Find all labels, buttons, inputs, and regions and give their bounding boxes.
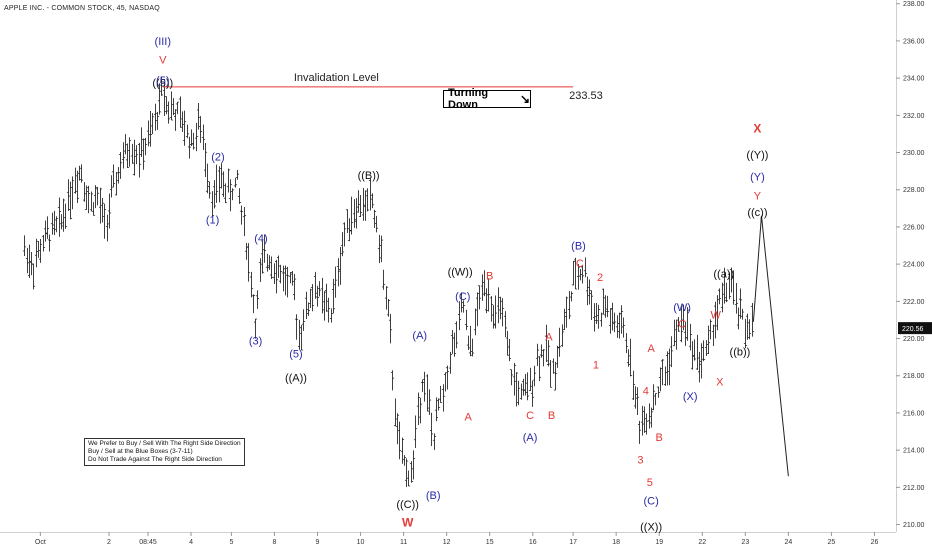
y-tick-label: 222.00 (903, 299, 925, 306)
x-tick-label: 17 (569, 539, 577, 546)
x-tick-label: 25 (828, 539, 836, 546)
wave-label: ((B)) (358, 170, 380, 182)
wave-label: (Y) (750, 172, 765, 184)
wave-label: ((c)) (747, 207, 767, 219)
y-tick-label: 232.00 (903, 113, 925, 120)
overlay-lines: Invalidation Level 233.53 (162, 72, 789, 477)
wave-label: (2) (211, 151, 224, 163)
x-tick-label: 18 (612, 539, 620, 546)
trading-note: We Prefer to Buy / Sell With The Right S… (84, 438, 245, 466)
note-line: We Prefer to Buy / Sell With The Right S… (88, 440, 241, 447)
y-tick-label: 234.00 (903, 76, 925, 83)
x-tick-label: 10 (357, 539, 365, 546)
wave-label: (C) (455, 291, 470, 303)
y-tick-label: 226.00 (903, 224, 925, 231)
wave-label: 3 (637, 454, 643, 466)
wave-label: 2 (597, 272, 603, 284)
y-tick-label: 236.00 (903, 38, 925, 45)
note-line: Buy / Sell at the Blue Boxes (3-7-11) (88, 448, 193, 455)
wave-label: (4) (254, 233, 267, 245)
wave-label: ((a)) (713, 268, 734, 280)
x-tick-label: 2 (107, 539, 111, 546)
y-tick-label: 216.00 (903, 410, 925, 417)
wave-label: 5 (647, 477, 653, 489)
x-tick-label: 12 (443, 539, 451, 546)
wave-label: ((X)) (640, 521, 662, 533)
x-tick-label: 8 (272, 539, 276, 546)
x-tick-label: 19 (655, 539, 663, 546)
wave-label: ((Y)) (746, 149, 768, 161)
wave-labels: (III)V((5))(5)(2)(1)(4)(3)(5)((A))((B))(… (152, 36, 768, 533)
wave-label: (III) (155, 36, 172, 48)
wave-label: B (656, 432, 663, 444)
invalidation-label: Invalidation Level (294, 72, 379, 84)
wave-label: B (548, 410, 555, 422)
wave-label: A (647, 343, 655, 355)
x-tick-label: 22 (698, 539, 706, 546)
x-tick-label: 16 (529, 539, 537, 546)
turning-down-box: Turning Down ↘ (443, 87, 531, 111)
wave-label: 1 (593, 360, 599, 372)
current-price-label: 220.56 (902, 326, 924, 333)
x-tick-label: Oct (35, 539, 46, 546)
turning-down-label: Turning Down (448, 87, 489, 111)
wave-label: (X) (683, 391, 698, 403)
x-tick-label: 08:45 (139, 539, 157, 546)
y-tick-label: 214.00 (903, 448, 925, 455)
wave-label: (5) (289, 348, 302, 360)
y-tick-label: 210.00 (903, 522, 925, 529)
x-tick-label: 11 (400, 539, 407, 546)
wave-label: 4 (643, 386, 649, 398)
y-tick-label: 238.00 (903, 1, 925, 8)
wave-label: C (526, 410, 534, 422)
wave-label: ((A)) (285, 373, 307, 385)
wave-label: ((b)) (730, 347, 751, 359)
wave-label: (1) (206, 214, 219, 226)
invalidation-value: 233.53 (569, 90, 603, 102)
y-tick-label: 220.00 (903, 336, 925, 343)
arrow-down-right-icon: ↘ (519, 92, 530, 106)
wave-label: (A) (412, 330, 427, 342)
wave-label: X (753, 121, 761, 135)
wave-label: W (402, 516, 414, 530)
projection-line (752, 215, 789, 477)
wave-label: Y (754, 190, 762, 202)
wave-label: (B) (571, 241, 586, 253)
wave-label: (W) (673, 302, 691, 314)
x-tick-label: 5 (229, 539, 233, 546)
wave-label: C (576, 258, 584, 270)
wave-label: ((C)) (396, 499, 419, 511)
chart-title: APPLE INC. - COMMON STOCK, 45, NASDAQ (4, 5, 160, 12)
price-bars (22, 76, 755, 487)
wave-label: A (465, 412, 473, 424)
wave-label: B (486, 270, 493, 282)
wave-label: X (716, 376, 724, 388)
x-tick-label: 24 (784, 539, 792, 546)
wave-label: (3) (249, 335, 262, 347)
y-tick-label: 218.00 (903, 373, 925, 380)
y-tick-label: 212.00 (903, 485, 925, 492)
y-tick-label: 224.00 (903, 262, 925, 269)
x-tick-label: 15 (486, 539, 494, 546)
wave-label: (A) (523, 432, 538, 444)
wave-label: (C) (644, 495, 659, 507)
wave-label: ((W)) (448, 267, 473, 279)
wave-label: (B) (426, 490, 441, 502)
wave-label: W (711, 309, 722, 321)
wave-label: ((5)) (152, 77, 173, 89)
x-tick-label: 9 (316, 539, 320, 546)
current-price-tag (898, 322, 932, 335)
y-tick-label: 230.00 (903, 150, 925, 157)
y-tick-label: 228.00 (903, 187, 925, 194)
x-tick-label: 26 (871, 539, 879, 546)
wave-label: V (159, 55, 167, 67)
wave-label: C (678, 319, 686, 331)
x-tick-label: 4 (189, 539, 193, 546)
wave-label: A (545, 332, 553, 344)
wave-label: (5) (156, 75, 169, 87)
x-tick-label: 23 (741, 539, 749, 546)
note-line: Do Not Trade Against The Right Side Dire… (88, 456, 222, 463)
